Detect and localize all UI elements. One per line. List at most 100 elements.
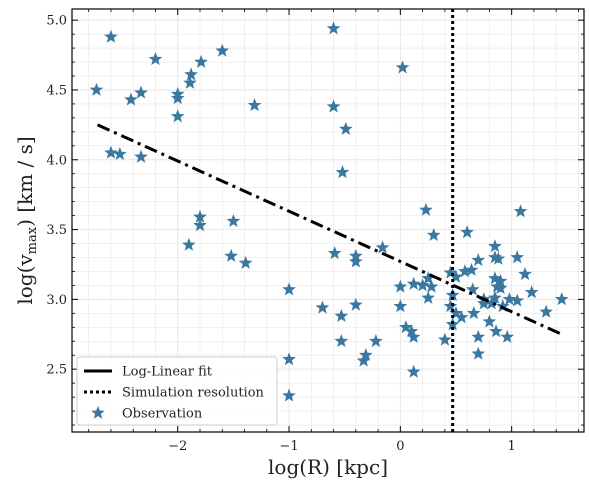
observation-point [443, 265, 458, 279]
observation-point [348, 297, 363, 311]
y-axis-label-start: log(v [13, 254, 37, 305]
observation-point [104, 29, 118, 43]
observation-point [443, 299, 458, 313]
ticks: −2 −1 0 1 2.5 3.0 3.5 4.0 4.5 5.0 [46, 9, 584, 454]
observation-point [193, 209, 207, 223]
observation-point [335, 165, 350, 179]
observation-point [464, 262, 479, 276]
observation-point [359, 348, 373, 362]
observation-point [182, 237, 196, 251]
observation-point [338, 121, 353, 135]
legend-fit-label: Log-Linear fit [122, 365, 213, 380]
observation-point [484, 296, 499, 310]
observation-point [421, 290, 436, 304]
observation-point [327, 246, 342, 260]
observation-point [510, 293, 525, 307]
y-tick-label: 4.5 [46, 83, 67, 98]
x-tick-label: 1 [508, 439, 516, 454]
observation-point [282, 388, 296, 402]
y-axis-label: log(vmax) [km / s] [13, 136, 40, 304]
observation-point [134, 85, 148, 99]
observation-point [495, 299, 510, 313]
observation-point [458, 264, 472, 278]
observation-point [488, 239, 502, 253]
y-tick-label: 5.0 [46, 14, 67, 29]
y-tick-label: 2.5 [46, 363, 67, 378]
observation-point [215, 43, 230, 57]
observation-point [493, 274, 508, 288]
observation-point [170, 91, 185, 105]
observation-point [454, 310, 469, 324]
observation-point [183, 75, 197, 89]
y-tick-label: 3.0 [46, 293, 67, 308]
observation-point [449, 306, 463, 320]
observation-point [334, 308, 349, 322]
observation-point [471, 329, 486, 343]
observation-point [513, 204, 528, 218]
x-tick-label: −1 [279, 439, 298, 454]
y-tick-label: 4.0 [46, 153, 67, 168]
observation-point [404, 324, 419, 338]
plot-frame [71, 8, 585, 433]
x-tick-label: −2 [168, 439, 187, 454]
observation-point [170, 109, 185, 123]
observation-point [518, 267, 532, 281]
observation-point [482, 314, 497, 328]
y-tick-label: 3.5 [46, 223, 67, 238]
observation-point [224, 248, 239, 262]
observation-point [113, 146, 127, 161]
observation-point [326, 21, 341, 35]
observation-point [238, 255, 253, 269]
observation-point [489, 324, 503, 338]
observation-point [134, 149, 148, 163]
observation-point [502, 292, 517, 306]
observation-point [500, 329, 515, 343]
legend: Log-Linear fit Simulation resolution Obser… [76, 356, 278, 426]
observation-point [89, 82, 104, 96]
observation-point [184, 67, 198, 81]
observation-point [282, 282, 296, 296]
observation-point [539, 304, 553, 318]
observation-point [471, 253, 486, 267]
observation-point [375, 240, 390, 254]
observation-point [194, 54, 208, 68]
observation-point [104, 145, 118, 159]
observation-point [554, 292, 569, 306]
observation-point [471, 346, 486, 360]
observation-point [393, 279, 408, 293]
observation-point [426, 227, 441, 241]
observation-point [406, 329, 421, 343]
legend-resolution-label: Simulation resolution [122, 386, 265, 401]
observation-point [476, 296, 491, 310]
observation-point [493, 281, 508, 295]
x-tick-label: 0 [396, 439, 404, 454]
x-axis-label: log(R) [kpc] [268, 455, 388, 479]
observation-point [395, 60, 410, 74]
legend-box [76, 356, 278, 426]
observation-point [399, 320, 413, 334]
observation-point [465, 282, 480, 296]
observation-point [524, 285, 539, 299]
observation-point [488, 271, 502, 285]
observation-point [438, 332, 452, 346]
observation-point [421, 271, 436, 285]
observation-point [406, 276, 421, 290]
observation-point [415, 278, 430, 292]
observation-point [148, 52, 163, 66]
observation-point [247, 98, 262, 112]
observation-point [449, 269, 463, 283]
y-axis-label-end: ) [km / s] [13, 136, 37, 227]
observation-point [326, 99, 341, 113]
observation-point [419, 202, 433, 216]
data-layer [89, 9, 569, 432]
observation-point [488, 290, 502, 304]
observation-point [348, 254, 363, 268]
observation-point [369, 334, 383, 348]
observation-point [315, 300, 330, 314]
observation-point [406, 364, 421, 378]
observation-point [124, 92, 138, 106]
observation-point [356, 353, 371, 367]
observation-point [193, 218, 207, 232]
